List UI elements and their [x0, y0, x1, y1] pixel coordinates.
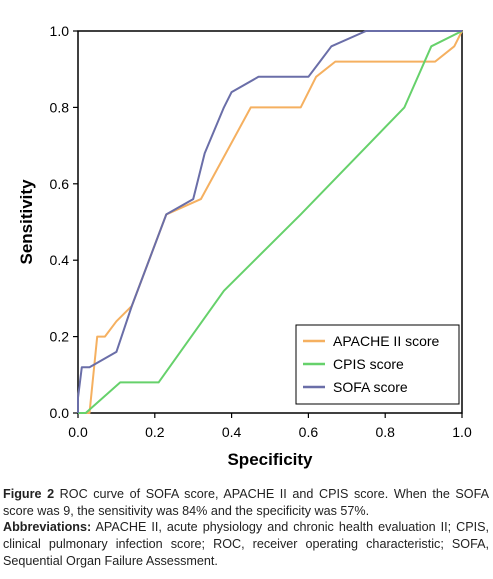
- y-tick-label: 0.4: [50, 252, 70, 268]
- y-tick-label: 0.6: [50, 176, 70, 192]
- y-tick-label: 0.2: [50, 329, 70, 345]
- legend-label: CPIS score: [333, 356, 404, 372]
- figure-label: Figure 2: [3, 487, 55, 501]
- x-axis-label: Specificity: [227, 450, 313, 469]
- x-tick-label: 0.6: [299, 424, 319, 440]
- figure-caption: Figure 2 ROC curve of SOFA score, APACHE…: [3, 486, 489, 520]
- y-tick-label: 1.0: [50, 23, 70, 39]
- figure-text: ROC curve of SOFA score, APACHE II and C…: [3, 487, 489, 518]
- x-tick-label: 0.0: [68, 424, 88, 440]
- legend-label: APACHE II score: [333, 333, 440, 349]
- y-tick-label: 0.8: [50, 99, 70, 115]
- y-axis-ticks: 0.0 0.2 0.4 0.6 0.8 1.0: [50, 23, 78, 421]
- roc-chart: 0.0 0.2 0.4 0.6 0.8 1.0 0.0 0.2 0.4 0.6 0.8 1.0 Sp…: [17, 23, 472, 469]
- abbreviations-text: APACHE II, acute physiology and chronic …: [3, 520, 489, 568]
- y-tick-label: 0.0: [50, 405, 70, 421]
- series-line-cpis-score: [78, 30, 463, 414]
- x-tick-label: 0.2: [145, 424, 165, 440]
- x-tick-label: 0.8: [375, 424, 395, 440]
- series-line-sofa-score: [77, 30, 462, 413]
- series-lines: [77, 30, 463, 414]
- abbreviations-label: Abbreviations:: [3, 520, 92, 534]
- x-tick-label: 1.0: [452, 424, 472, 440]
- legend: APACHE II score CPIS score SOFA score: [295, 324, 460, 405]
- series-line-apache-ii-score: [78, 30, 463, 414]
- legend-label: SOFA score: [333, 379, 408, 395]
- x-axis-ticks: 0.0 0.2 0.4 0.6 0.8 1.0: [68, 413, 472, 440]
- plot-frame: [77, 30, 463, 414]
- x-tick-label: 0.4: [222, 424, 242, 440]
- abbreviations-note: Abbreviations: APACHE II, acute physiolo…: [3, 519, 489, 570]
- y-axis-label: Sensitivity: [17, 179, 36, 265]
